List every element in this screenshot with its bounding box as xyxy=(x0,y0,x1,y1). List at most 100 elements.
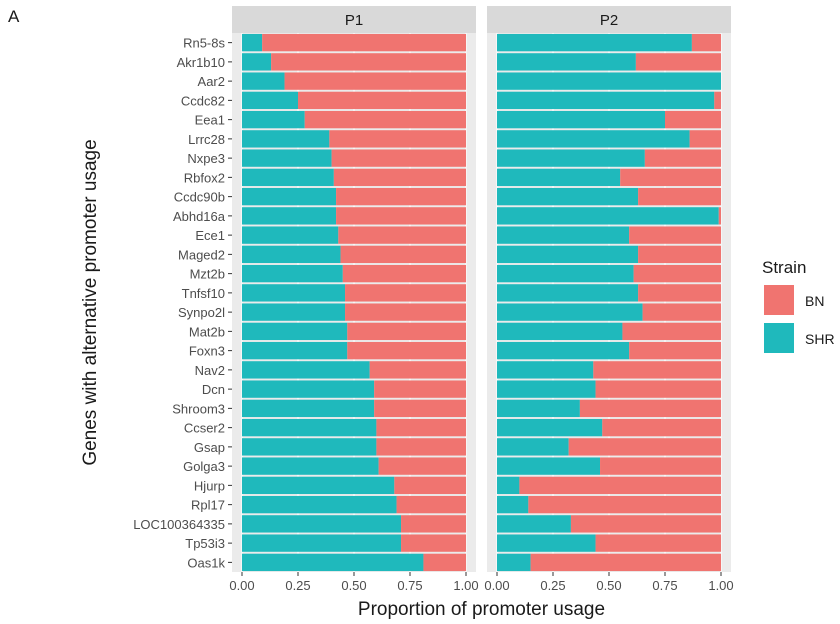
bar-bn xyxy=(665,110,721,129)
bar-shr xyxy=(497,303,643,321)
bar-shr xyxy=(497,33,692,52)
y-tick-label: Maged2 xyxy=(178,247,225,262)
bar-shr xyxy=(497,534,596,552)
panel-P1: P1 0.00 0.25 0.50 0.75 1.00 xyxy=(229,6,479,593)
x-tick-label: 0.75 xyxy=(397,578,422,593)
bar-bn xyxy=(622,322,721,341)
bar-bn xyxy=(345,284,466,302)
y-tick-label: Nxpe3 xyxy=(187,151,225,166)
bar-shr xyxy=(497,380,596,398)
bar-bn xyxy=(579,399,721,418)
bar-bn xyxy=(638,245,721,264)
bar-bn xyxy=(633,264,721,283)
facet-strip xyxy=(487,6,731,33)
bar-shr xyxy=(497,110,665,129)
y-tick-label: Golga3 xyxy=(183,459,225,474)
bar-shr xyxy=(242,72,285,90)
bar-bn xyxy=(718,207,721,225)
bar-bn xyxy=(331,149,466,167)
bar-shr xyxy=(497,322,623,341)
bar-bn xyxy=(378,457,466,475)
x-tick-label: 1.00 xyxy=(453,578,478,593)
bar-bn xyxy=(374,399,466,418)
bar-bn xyxy=(595,534,721,552)
y-tick-label: Mzt2b xyxy=(190,267,225,282)
y-tick-label: Tp53i3 xyxy=(185,536,225,551)
x-tick-label: 0.50 xyxy=(341,578,366,593)
x-tick-label: 0.00 xyxy=(484,578,509,593)
bar-bn xyxy=(347,322,466,341)
legend: Strain BN SHR xyxy=(762,258,835,353)
y-tick-label: Nav2 xyxy=(195,363,225,378)
y-tick-label: Synpo2l xyxy=(178,305,225,320)
bar-bn xyxy=(338,226,466,244)
bar-shr xyxy=(497,495,529,514)
bar-shr xyxy=(497,264,634,283)
y-tick-label: Ccser2 xyxy=(184,421,225,436)
bar-bn xyxy=(345,303,466,321)
legend-swatch-bn xyxy=(764,285,794,315)
bar-bn xyxy=(602,418,721,437)
bar-shr xyxy=(242,534,402,552)
bar-shr xyxy=(242,245,341,264)
bar-shr xyxy=(497,53,636,71)
bar-bn xyxy=(336,207,466,225)
bar-shr xyxy=(242,438,377,456)
y-tick-label: Mat2b xyxy=(189,324,225,339)
bar-bn xyxy=(644,149,721,167)
bar-bn xyxy=(689,130,721,148)
bar-shr xyxy=(242,515,402,533)
bar-shr xyxy=(497,361,594,379)
bar-shr xyxy=(242,226,339,244)
bar-bn xyxy=(369,361,466,379)
bar-bn xyxy=(376,418,466,437)
bar-bn xyxy=(530,553,721,572)
bar-shr xyxy=(242,399,375,418)
x-tick-label: 1.00 xyxy=(708,578,733,593)
bar-bn xyxy=(629,341,721,360)
bar-shr xyxy=(497,226,630,244)
y-tick-label: Hjurp xyxy=(194,478,225,493)
bar-bn xyxy=(423,553,466,572)
bar-shr xyxy=(497,91,715,110)
x-axis-label: Proportion of promoter usage xyxy=(358,599,605,620)
y-tick-label: Akr1b10 xyxy=(177,55,225,70)
bar-bn xyxy=(298,91,466,110)
bar-shr xyxy=(497,187,639,206)
bar-shr xyxy=(497,245,639,264)
bar-bn xyxy=(568,438,721,456)
bar-shr xyxy=(242,207,337,225)
bar-bn xyxy=(262,33,466,52)
y-tick-label: Aar2 xyxy=(198,74,225,89)
bar-shr xyxy=(242,361,370,379)
bar-bn xyxy=(336,187,466,206)
bar-bn xyxy=(528,495,721,514)
bar-bn xyxy=(401,515,466,533)
legend-items: BN SHR xyxy=(764,285,835,353)
bar-shr xyxy=(497,207,719,225)
y-tick-label: Ccdc90b xyxy=(174,190,225,205)
bar-shr xyxy=(497,476,520,495)
bar-bn xyxy=(638,284,721,302)
bar-shr xyxy=(242,495,397,514)
bar-shr xyxy=(242,341,348,360)
bar-bn xyxy=(271,53,466,71)
x-tick-label: 0.00 xyxy=(229,578,254,593)
bar-shr xyxy=(242,380,375,398)
bar-bn xyxy=(304,110,466,129)
y-tick-label: Rn5-8s xyxy=(183,36,225,51)
bar-bn xyxy=(600,457,721,475)
bar-shr xyxy=(497,149,645,167)
y-tick-label: Rbfox2 xyxy=(184,170,225,185)
bar-shr xyxy=(497,418,603,437)
bar-shr xyxy=(497,168,621,187)
x-tick-label: 0.25 xyxy=(540,578,565,593)
panel-P2: P2 0.00 0.25 0.50 0.75 1.00 xyxy=(484,6,734,593)
y-tick-label: Ccdc82 xyxy=(181,93,225,108)
bar-bn xyxy=(340,245,466,264)
bar-bn xyxy=(329,130,466,148)
bar-shr xyxy=(242,322,348,341)
y-tick-label: Foxn3 xyxy=(189,344,225,359)
y-tick-label: Lrrc28 xyxy=(188,132,225,147)
x-tick-label: 0.75 xyxy=(652,578,677,593)
